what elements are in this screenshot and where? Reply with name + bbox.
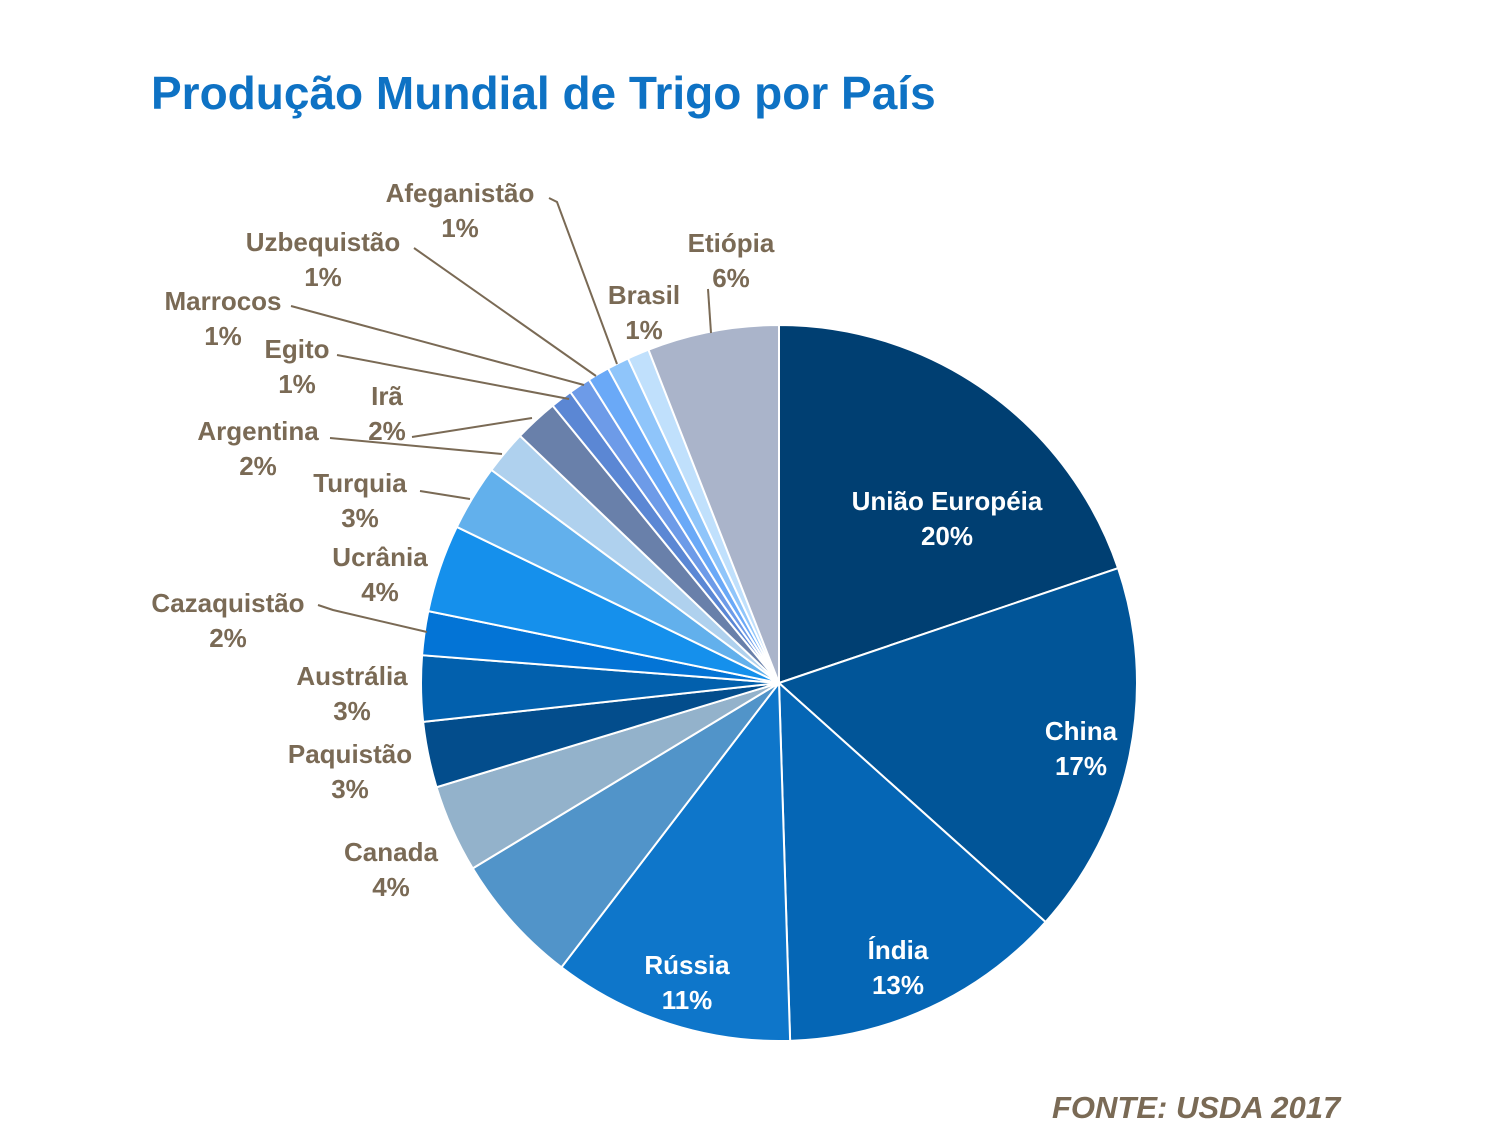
pie-slices xyxy=(420,323,1138,1042)
slice-percent-brasil: 1% xyxy=(625,315,663,345)
slice-percent-ucrania: 4% xyxy=(361,577,399,607)
slice-label-egito: Egito xyxy=(265,334,330,364)
leader-line-cazaquistao xyxy=(317,604,428,633)
leader-line-turquia xyxy=(419,490,471,500)
pie-slice-china-1 xyxy=(777,566,1138,924)
slice-percent-etiopia: 6% xyxy=(712,263,750,293)
chart-title: Produção Mundial de Trigo por País xyxy=(151,67,936,119)
leader-line-ira xyxy=(411,417,533,438)
leader-line-afeganistao xyxy=(548,197,618,365)
slice-percent-canada: 4% xyxy=(372,872,410,902)
pie-slice-uniao-europeia-0 xyxy=(778,323,1120,685)
pie-slice-unlabeled-4 xyxy=(471,682,780,969)
source-note: FONTE: USDA 2017 xyxy=(1052,1090,1341,1125)
slice-percent-uzbequistao: 1% xyxy=(304,262,342,292)
leader-line-argentina xyxy=(329,437,503,455)
slice-percent-paquistao: 3% xyxy=(331,774,369,804)
slice-percent-australia: 3% xyxy=(333,696,371,726)
slice-percent-uniao-europeia: 20% xyxy=(921,521,973,551)
slice-label-turquia: Turquia xyxy=(313,468,407,498)
leader-line-marrocos xyxy=(290,305,585,386)
slice-label-ira: Irã xyxy=(371,381,403,411)
leader-line-etiopia xyxy=(707,288,712,334)
leader-line-uzbequistao xyxy=(413,247,597,377)
slice-label-cazaquistao: Cazaquistão xyxy=(151,588,304,618)
slice-percent-afeganistao: 1% xyxy=(441,213,479,243)
slice-label-afeganistao: Afeganistão xyxy=(386,178,535,208)
slice-percent-russia: 11% xyxy=(662,985,713,1015)
leader-lines xyxy=(290,197,712,633)
slice-label-etiopia: Etiópia xyxy=(688,228,775,258)
slice-percent-cazaquistao: 2% xyxy=(209,623,247,653)
slice-label-india: Índia xyxy=(868,935,929,965)
slice-label-brasil: Brasil xyxy=(608,280,680,310)
slice-label-uzbequistao: Uzbequistão xyxy=(246,227,401,257)
slice-labels: União Européia 20% China 17% Índia 13% Rússia 1… xyxy=(151,178,1117,1015)
slice-percent-ira: 2% xyxy=(368,416,406,446)
slice-label-russia: Rússia xyxy=(644,950,730,980)
pie-slice-etiopia-18 xyxy=(647,323,780,684)
slice-label-canada: Canada xyxy=(344,837,438,867)
slice-label-argentina: Argentina xyxy=(197,416,319,446)
slice-percent-marrocos: 1% xyxy=(204,321,242,351)
slice-percent-turquia: 3% xyxy=(341,503,379,533)
slice-label-ucrania: Ucrânia xyxy=(332,542,428,572)
leader-line-egito xyxy=(336,354,570,400)
slice-percent-india: 13% xyxy=(872,970,924,1000)
slice-percent-egito: 1% xyxy=(278,369,316,399)
slice-label-uniao-europeia: União Européia xyxy=(852,486,1043,516)
slice-percent-china: 17% xyxy=(1055,751,1107,781)
pie-slice-russia-3 xyxy=(560,680,792,1042)
slice-label-china: China xyxy=(1045,716,1118,746)
slice-label-australia: Austrália xyxy=(296,661,408,691)
slice-label-paquistao: Paquistão xyxy=(288,739,412,769)
slice-label-marrocos: Marrocos xyxy=(164,286,281,316)
slice-percent-argentina: 2% xyxy=(239,451,277,481)
pie-slice-india-2 xyxy=(777,680,1047,1042)
